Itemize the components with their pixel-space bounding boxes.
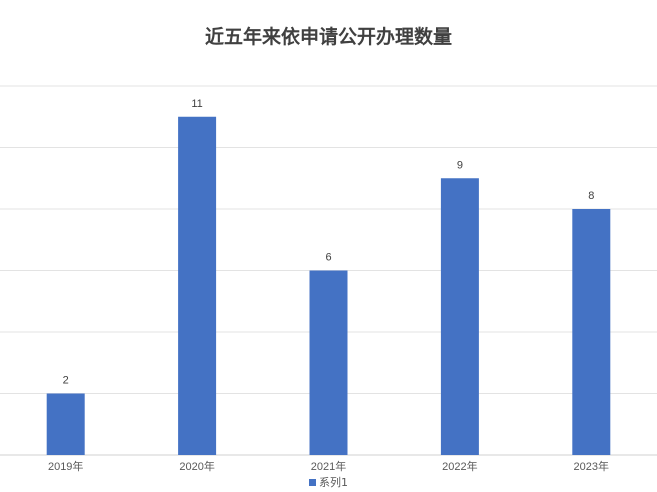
legend: 系列1 — [0, 476, 657, 489]
data-label: 9 — [457, 159, 463, 171]
legend-swatch — [309, 479, 316, 486]
x-tick-label: 2020年 — [179, 459, 214, 473]
data-label: 8 — [588, 190, 594, 202]
bar — [440, 178, 479, 455]
legend-label: 系列1 — [319, 476, 348, 489]
x-tick-label: 2019年 — [48, 459, 83, 473]
bar — [46, 393, 85, 455]
bar — [572, 209, 611, 455]
bar — [309, 270, 348, 455]
data-label: 6 — [325, 252, 331, 264]
x-tick-label: 2022年 — [442, 459, 477, 473]
chart-title: 近五年来依申请公开办理数量 — [204, 26, 452, 48]
data-label: 11 — [191, 98, 202, 110]
x-tick-label: 2023年 — [574, 459, 609, 473]
data-label: 2 — [63, 375, 69, 387]
x-tick-label: 2021年 — [311, 459, 346, 473]
bar — [178, 116, 217, 455]
